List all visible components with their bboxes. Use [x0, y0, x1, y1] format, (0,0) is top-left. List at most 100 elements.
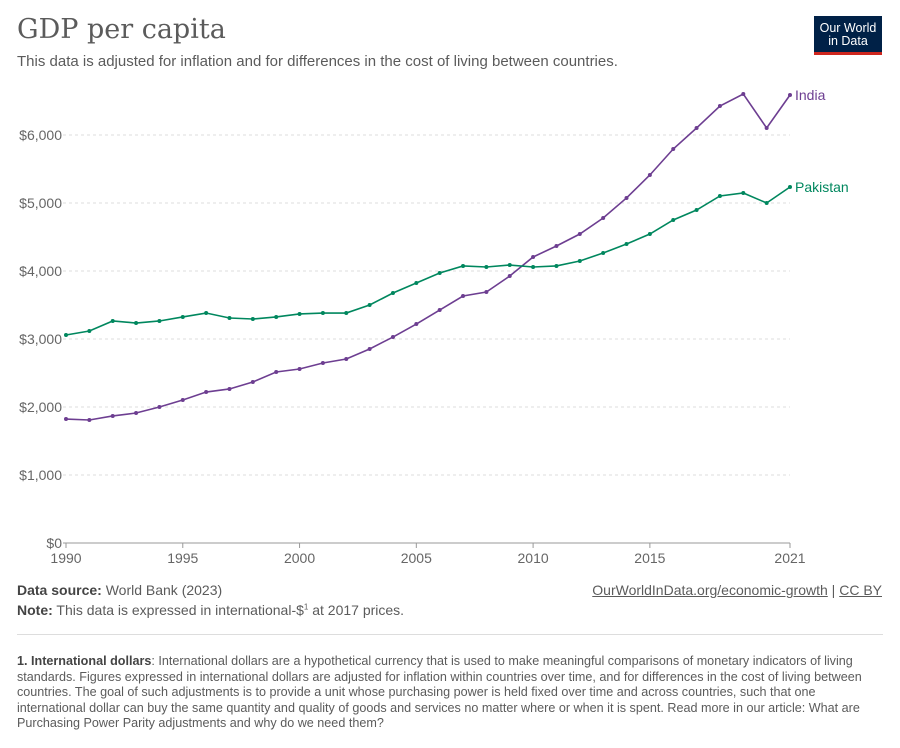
pakistan-point — [484, 264, 489, 269]
india-point — [390, 335, 395, 340]
y-tick-label: $1,000 — [19, 467, 62, 483]
india-point — [87, 417, 92, 422]
pakistan-point — [554, 263, 559, 268]
india-point — [577, 232, 582, 237]
india-point — [227, 386, 232, 391]
source-label: Data source: — [17, 582, 102, 598]
pakistan-point — [180, 314, 185, 319]
pakistan-point — [320, 311, 325, 316]
note: Note: This data is expressed in internat… — [17, 602, 404, 618]
line-chart: $0 $1,000 $2,000 $3,000 $4,000 $5,000 $6,000 19… — [19, 87, 849, 566]
note-label: Note: — [17, 602, 53, 618]
note-text: This data is expressed in international-… — [56, 602, 304, 618]
india-point — [694, 125, 699, 130]
divider — [17, 634, 883, 635]
pakistan-point — [297, 311, 302, 316]
x-tick-label: 2000 — [284, 550, 315, 566]
x-tick-label: 2005 — [401, 550, 432, 566]
pakistan-point — [227, 315, 232, 320]
india-line — [65, 92, 791, 421]
india-point — [671, 147, 676, 152]
footnote: 1. International dollars: International … — [17, 654, 867, 732]
owid-logo[interactable]: Our World in Data — [814, 16, 882, 55]
pakistan-point — [671, 218, 676, 222]
x-tick-label: 2010 — [518, 550, 549, 566]
india-point — [717, 104, 722, 109]
x-tick-label: 1995 — [167, 550, 198, 566]
india-point — [507, 274, 512, 279]
pakistan-point — [741, 191, 746, 196]
y-tick-label: $2,000 — [19, 399, 62, 415]
pakistan-point — [414, 280, 419, 285]
footnote-label: 1. International dollars — [17, 654, 152, 668]
chart-subtitle: This data is adjusted for inflation and … — [17, 53, 618, 70]
india-point — [180, 397, 185, 402]
pakistan-point — [788, 185, 792, 190]
y-tick-label: $5,000 — [19, 195, 62, 211]
india-point — [531, 254, 536, 259]
india-point — [134, 410, 139, 415]
india-point — [461, 294, 466, 299]
footer-links: OurWorldInData.org/economic-growth | CC … — [592, 582, 882, 598]
india-point — [764, 125, 769, 130]
india-point — [367, 346, 372, 351]
pakistan-point — [601, 250, 606, 255]
y-tick-label: $4,000 — [19, 263, 62, 279]
pakistan-label: Pakistan — [795, 179, 849, 195]
india-point — [414, 322, 419, 327]
x-tick-label: 2015 — [634, 550, 665, 566]
india-point — [110, 413, 115, 418]
pakistan-point — [64, 332, 68, 337]
license-link[interactable]: CC BY — [839, 582, 882, 598]
india-point — [601, 216, 606, 221]
note-text-end: at 2017 prices. — [308, 602, 405, 618]
pakistan-point — [437, 270, 442, 275]
pakistan-point — [531, 264, 536, 269]
logo-text: Our World in Data — [819, 21, 877, 48]
india-point — [297, 366, 302, 371]
pakistan-point — [250, 317, 255, 322]
pakistan-point — [624, 242, 629, 247]
india-point — [741, 91, 746, 96]
x-tick-label: 1990 — [50, 550, 81, 566]
pakistan-point — [157, 318, 162, 323]
pakistan-point — [344, 311, 349, 316]
y-tick-label: $3,000 — [19, 331, 62, 347]
india-point — [274, 369, 279, 374]
india-point — [204, 390, 209, 395]
pakistan-line — [65, 186, 791, 336]
pakistan-point — [577, 259, 582, 264]
india-label: India — [795, 87, 826, 103]
pakistan-point — [134, 321, 139, 326]
y-tick-label: $6,000 — [19, 127, 62, 143]
india-point — [344, 356, 349, 361]
pakistan-point — [694, 208, 699, 213]
pakistan-point — [461, 263, 466, 268]
separator: | — [827, 582, 840, 598]
y-tick-label: $0 — [46, 535, 62, 551]
pakistan-point — [507, 263, 512, 268]
india-point — [64, 417, 68, 422]
chart-title: GDP per capita — [17, 14, 226, 45]
pakistan-point — [274, 314, 279, 319]
india-point — [157, 405, 162, 409]
pakistan-point — [390, 291, 395, 296]
india-point — [624, 195, 629, 200]
pakistan-point — [764, 201, 769, 205]
note-footnote-ref[interactable]: 1 — [303, 602, 309, 612]
source-link[interactable]: OurWorldInData.org/economic-growth — [592, 582, 828, 598]
footnote-text: : International dollars are a hypothetic… — [17, 654, 862, 730]
source-value: World Bank (2023) — [105, 582, 223, 598]
india-point — [647, 172, 652, 177]
pakistan-point — [647, 232, 652, 237]
india-point — [484, 290, 489, 295]
data-source: Data source: World Bank (2023) — [17, 582, 222, 598]
pakistan-point — [717, 193, 722, 198]
x-tick-label: 2021 — [774, 550, 805, 566]
india-point — [437, 308, 442, 313]
pakistan-point — [204, 311, 209, 316]
india-point — [788, 93, 792, 98]
pakistan-point — [367, 303, 372, 307]
india-point — [320, 361, 325, 366]
